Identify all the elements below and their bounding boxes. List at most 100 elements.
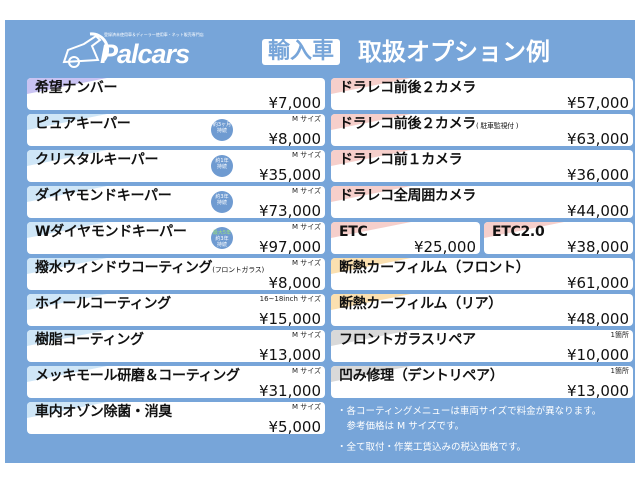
list-item: ETC2.0 ¥38,000: [484, 222, 633, 254]
price: ¥61,000: [566, 274, 629, 291]
badge-top: 最大5年: [212, 230, 232, 236]
list-item: 凹み修理（デントリペア） 1箇所 ¥13,000: [331, 366, 633, 398]
item-name-text: メッキモール研磨＆コーティング: [35, 368, 240, 384]
size-note: M サイズ: [291, 259, 321, 267]
size-note: M サイズ: [291, 115, 321, 123]
list-item: 断熱カーフィルム（フロント） ¥61,000: [331, 258, 633, 290]
duration-badge: 約3ヶ月 持続: [211, 119, 233, 141]
list-item: ピュアキーパー 約3ヶ月 持続 M サイズ ¥8,000: [27, 114, 325, 146]
item-name-text: ドラレコ全周囲カメラ: [339, 188, 476, 204]
list-item: ドラレコ全周囲カメラ ¥44,000: [331, 186, 633, 218]
item-name-text: ドラレコ前後２カメラ: [339, 80, 476, 96]
badge-line: 持続: [216, 128, 227, 134]
item-name: 断熱カーフィルム（リア）: [339, 296, 502, 312]
title-highlight: 輸入車: [262, 39, 341, 65]
price: ¥5,000: [268, 418, 322, 435]
badge-line: 約3年: [215, 236, 229, 242]
list-item: フロントガラスリペア 1箇所 ¥10,000: [331, 330, 633, 362]
item-name: フロントガラスリペア: [339, 332, 476, 348]
list-item: ホイールコーティング 16~18inch サイズ ¥15,000: [27, 294, 325, 326]
item-name-text: Wダイヤモンドキーパー: [35, 224, 187, 240]
item-sub: (フロントガラス): [212, 266, 264, 274]
duration-badge: 約1年 持続: [211, 155, 233, 177]
price: ¥57,000: [566, 94, 629, 111]
list-item: ドラレコ前後２カメラ ¥57,000: [331, 78, 633, 110]
footnote: ・全て取付・作業工賃込みの税込価格です。: [337, 442, 527, 453]
item-name-text: ETC2.0: [492, 224, 545, 240]
list-item: メッキモール研磨＆コーティング M サイズ ¥31,000: [27, 366, 325, 398]
price: ¥10,000: [566, 346, 629, 363]
item-name: 希望ナンバー: [35, 80, 118, 96]
item-name: ドラレコ全周囲カメラ: [339, 188, 476, 204]
item-name: ETC2.0: [492, 224, 545, 240]
price: ¥15,000: [258, 310, 321, 327]
price: ¥48,000: [566, 310, 629, 327]
item-name: Wダイヤモンドキーパー: [35, 224, 187, 240]
list-item: 樹脂コーティング M サイズ ¥13,000: [27, 330, 325, 362]
etc-row: ETC ¥25,000 ETC2.0 ¥38,000: [331, 222, 633, 254]
car-logo-icon: [62, 32, 110, 68]
list-item: 断熱カーフィルム（リア） ¥48,000: [331, 294, 633, 326]
price: ¥35,000: [258, 166, 321, 183]
size-note: M サイズ: [291, 187, 321, 195]
price: ¥7,000: [268, 94, 322, 111]
item-name: 車内オゾン除菌・消臭: [35, 404, 172, 420]
item-name-text: 断熱カーフィルム（フロント）: [339, 260, 530, 276]
item-name: ドラレコ前後２カメラ: [339, 80, 476, 96]
badge-line: 約3年: [215, 194, 229, 200]
price: ¥25,000: [413, 238, 476, 255]
price: ¥13,000: [566, 382, 629, 399]
size-note: M サイズ: [291, 367, 321, 375]
item-name-text: ドラレコ前１カメラ: [339, 152, 463, 168]
item-name-text: ETC: [339, 224, 368, 240]
item-name-text: ピュアキーパー: [35, 116, 131, 132]
item-name: 凹み修理（デントリペア）: [339, 368, 504, 384]
size-note: 16~18inch サイズ: [259, 295, 321, 303]
price: ¥8,000: [268, 130, 322, 147]
item-name-text: 車内オゾン除菌・消臭: [35, 404, 172, 420]
item-name: ドラレコ前１カメラ: [339, 152, 463, 168]
badge-line: 持続: [216, 242, 227, 248]
item-sub: ( 駐車監視付 ): [476, 122, 519, 130]
price: ¥8,000: [268, 274, 322, 291]
badge-line: 約1年: [215, 158, 229, 164]
list-item: ドラレコ前後２カメラ( 駐車監視付 ) ¥63,000: [331, 114, 633, 146]
price: ¥73,000: [258, 202, 321, 219]
item-name: 樹脂コーティング: [35, 332, 144, 348]
price: ¥63,000: [566, 130, 629, 147]
list-item: ETC ¥25,000: [331, 222, 480, 254]
size-note: M サイズ: [291, 151, 321, 159]
price: ¥38,000: [566, 238, 629, 255]
item-name: ETC: [339, 224, 368, 240]
item-name: 断熱カーフィルム（フロント）: [339, 260, 530, 276]
badge-line: 持続: [216, 164, 227, 170]
list-item: 撥水ウィンドウコーティング(フロントガラス) M サイズ ¥8,000: [27, 258, 325, 290]
duration-badge: 最大5年 約3年 持続: [211, 227, 233, 249]
item-name-text: 樹脂コーティング: [35, 332, 144, 348]
item-name-text: フロントガラスリペア: [339, 332, 476, 348]
list-item: 車内オゾン除菌・消臭 M サイズ ¥5,000: [27, 402, 325, 434]
price: ¥13,000: [258, 346, 321, 363]
price: ¥36,000: [566, 166, 629, 183]
item-name: 撥水ウィンドウコーティング(フロントガラス): [35, 260, 264, 278]
item-name-text: 撥水ウィンドウコーティング: [35, 260, 213, 276]
right-column: ドラレコ前後２カメラ ¥57,000 ドラレコ前後２カメラ( 駐車監視付 ) ¥63,…: [331, 78, 633, 455]
price: ¥31,000: [258, 382, 321, 399]
item-name-text: クリスタルキーパー: [35, 152, 159, 168]
size-note: 1箇所: [610, 367, 629, 375]
item-name: ホイールコーティング: [35, 296, 171, 312]
size-note: M サイズ: [291, 223, 321, 231]
size-note: M サイズ: [291, 331, 321, 339]
item-name: ダイヤモンドキーパー: [35, 188, 172, 204]
header: 登録済未使用車＆ディーラー使用車・ネット販売専門店 Palcars 輸入車 取扱…: [0, 0, 640, 68]
item-name: ドラレコ前後２カメラ( 駐車監視付 ): [339, 116, 519, 134]
badge-line: 持続: [216, 200, 227, 206]
list-item: ダイヤモンドキーパー 約3年 持続 M サイズ ¥73,000: [27, 186, 325, 218]
footnotes: ・各コーティングメニューは車両サイズで料金が異なります。 参考価格は M サイズ…: [331, 402, 633, 455]
item-name-text: ホイールコーティング: [35, 296, 171, 312]
logo-tagline: 登録済未使用車＆ディーラー使用車・ネット販売専門店: [104, 32, 204, 37]
item-name-text: ドラレコ前後２カメラ: [339, 116, 476, 132]
footnote: ・各コーティングメニューは車両サイズで料金が異なります。: [337, 406, 602, 417]
item-name-text: 希望ナンバー: [35, 80, 118, 96]
item-name: クリスタルキーパー: [35, 152, 158, 168]
